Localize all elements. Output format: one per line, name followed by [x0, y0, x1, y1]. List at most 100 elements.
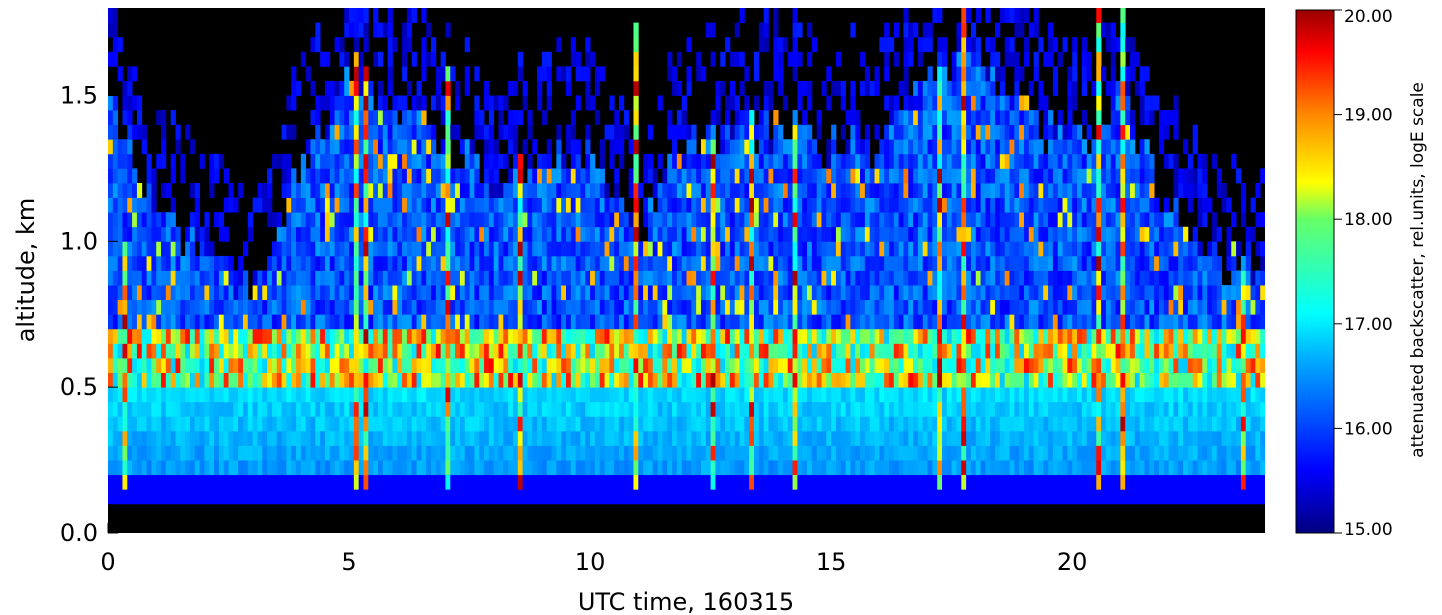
heatmap-cell	[262, 343, 268, 359]
heatmap-cell	[556, 328, 562, 344]
heatmap-cell	[440, 51, 446, 67]
heatmap-cell	[966, 430, 972, 446]
heatmap-cell	[474, 489, 480, 505]
heatmap-cell	[628, 387, 634, 403]
heatmap-cell	[768, 445, 774, 461]
heatmap-cell	[339, 328, 345, 344]
heatmap-cell	[570, 212, 577, 228]
heatmap-cell	[324, 270, 331, 286]
heatmap-cell	[146, 314, 152, 330]
heatmap-cell	[368, 401, 374, 417]
heatmap-cell	[165, 285, 172, 301]
heatmap-cell	[310, 387, 316, 403]
heatmap-cell	[368, 183, 374, 198]
heatmap-cell	[609, 226, 615, 242]
heatmap-cell	[946, 343, 953, 359]
heatmap-cell	[527, 226, 533, 242]
heatmap-cell	[411, 401, 417, 417]
heatmap-cell	[787, 416, 793, 432]
heatmap-cell	[951, 416, 957, 432]
heatmap-cell	[614, 197, 620, 213]
heatmap-cell	[377, 314, 384, 330]
heatmap-cell	[778, 489, 784, 505]
heatmap-cell	[561, 401, 567, 417]
heatmap-cell	[643, 343, 649, 359]
heatmap-cell	[980, 226, 986, 242]
heatmap-cell	[961, 80, 967, 96]
heatmap-cell	[416, 430, 422, 446]
heatmap-cell	[151, 299, 157, 315]
heatmap-cell	[522, 212, 528, 228]
heatmap-cell	[402, 153, 408, 169]
heatmap-cell	[349, 255, 355, 271]
heatmap-cell	[898, 314, 904, 330]
heatmap-cell	[527, 314, 533, 330]
heatmap-cell	[431, 328, 437, 344]
heatmap-cell	[426, 183, 432, 198]
heatmap-cell	[209, 314, 215, 330]
heatmap-cell	[315, 430, 321, 446]
heatmap-cell	[180, 489, 186, 505]
heatmap-cell	[411, 343, 417, 359]
heatmap-cell	[546, 343, 552, 359]
heatmap-cell	[585, 445, 591, 461]
heatmap-cell	[180, 343, 186, 359]
heatmap-cell	[942, 416, 948, 432]
heatmap-cell	[455, 387, 461, 403]
heatmap-cell	[112, 51, 119, 67]
heatmap-cell	[339, 139, 345, 155]
heatmap-cell	[431, 314, 437, 330]
heatmap-cell	[546, 270, 552, 286]
heatmap-cell	[860, 401, 866, 417]
heatmap-cell	[209, 168, 215, 184]
heatmap-cell	[238, 430, 244, 446]
heatmap-cell	[628, 255, 634, 271]
heatmap-cell	[349, 80, 355, 96]
heatmap-cell	[508, 387, 514, 403]
heatmap-cell	[344, 255, 350, 271]
heatmap-cell	[672, 124, 678, 140]
heatmap-cell	[990, 51, 996, 67]
heatmap-cell	[667, 299, 673, 315]
heatmap-cell	[623, 212, 630, 228]
heatmap-cell	[985, 489, 991, 505]
heatmap-cell	[835, 489, 842, 505]
heatmap-cell	[267, 270, 273, 286]
heatmap-cell	[619, 241, 625, 257]
heatmap-cell	[344, 343, 350, 359]
heatmap-cell	[387, 328, 393, 344]
heatmap-cell	[349, 197, 355, 213]
heatmap-cell	[541, 110, 548, 126]
heatmap-cell	[344, 66, 350, 82]
heatmap-cell	[782, 372, 789, 388]
heatmap-cell	[344, 430, 350, 446]
heatmap-cell	[826, 474, 832, 490]
heatmap-cell	[797, 328, 803, 344]
heatmap-cell	[310, 372, 316, 388]
heatmap-cell	[840, 416, 846, 432]
heatmap-cell	[614, 270, 620, 286]
heatmap-cell	[845, 387, 851, 403]
heatmap-cell	[696, 387, 702, 403]
heatmap-cell	[551, 226, 557, 242]
heatmap-cell	[980, 95, 986, 111]
heatmap-cell	[840, 299, 846, 315]
heatmap-cell	[667, 314, 673, 330]
heatmap-cell	[942, 299, 948, 315]
heatmap-cell	[980, 343, 986, 359]
heatmap-cell	[922, 314, 928, 330]
heatmap-cell	[768, 474, 774, 490]
heatmap-cell	[672, 241, 678, 257]
heatmap-cell	[498, 124, 504, 140]
heatmap-cell	[802, 241, 808, 257]
heatmap-cell	[498, 474, 504, 490]
heatmap-cell	[580, 445, 586, 461]
heatmap-cell	[999, 445, 1006, 461]
heatmap-cell	[696, 285, 702, 301]
heatmap-cell	[170, 489, 176, 505]
heatmap-cell	[787, 299, 793, 315]
heatmap-cell	[594, 285, 601, 301]
heatmap-cell	[440, 168, 446, 184]
heatmap-cell	[286, 401, 292, 417]
heatmap-cell	[623, 387, 630, 403]
